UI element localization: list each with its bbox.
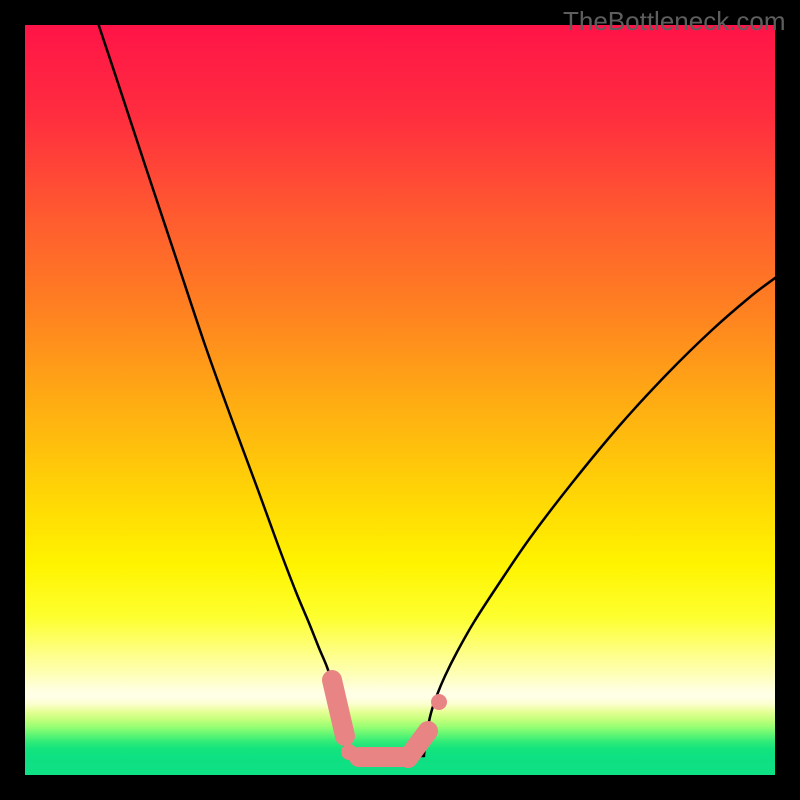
blob-circle xyxy=(431,694,447,710)
chart-root: TheBottleneck.com xyxy=(0,0,800,800)
gradient-background xyxy=(25,25,775,775)
chart-svg xyxy=(0,0,800,800)
blob-capsule xyxy=(332,680,345,736)
watermark-text: TheBottleneck.com xyxy=(563,6,786,37)
